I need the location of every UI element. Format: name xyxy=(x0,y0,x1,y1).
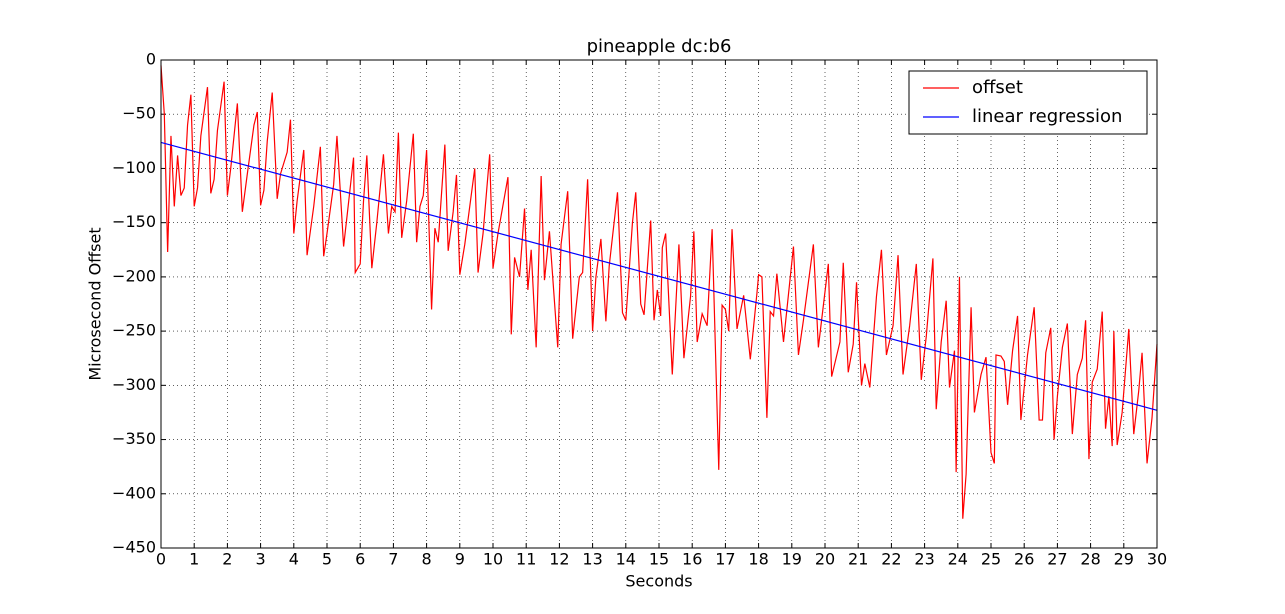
x-tick-label: 7 xyxy=(388,550,398,569)
x-tick-label: 1 xyxy=(189,550,199,569)
x-tick-label: 2 xyxy=(222,550,232,569)
x-tick-label: 5 xyxy=(322,550,332,569)
x-tick-label: 15 xyxy=(649,550,669,569)
x-tick-label: 8 xyxy=(422,550,432,569)
y-tick-label: −50 xyxy=(122,104,156,123)
x-tick-label: 11 xyxy=(516,550,536,569)
x-tick-label: 17 xyxy=(715,550,735,569)
x-tick-label: 27 xyxy=(1047,550,1067,569)
x-tick-label: 28 xyxy=(1080,550,1100,569)
x-tick-label: 21 xyxy=(848,550,868,569)
x-tick-label: 6 xyxy=(355,550,365,569)
x-tick-label: 29 xyxy=(1114,550,1134,569)
x-tick-label: 18 xyxy=(748,550,768,569)
x-tick-label: 30 xyxy=(1147,550,1167,569)
y-tick-label: −250 xyxy=(112,321,156,340)
series-line xyxy=(160,141,1158,411)
x-tick-label: 20 xyxy=(815,550,835,569)
x-tick-label: 19 xyxy=(782,550,802,569)
x-tick-label: 26 xyxy=(1014,550,1034,569)
x-axis-label: Seconds xyxy=(625,572,692,591)
x-tick-label: 0 xyxy=(156,550,166,569)
y-tick-label: 0 xyxy=(146,50,156,69)
x-tick-label: 25 xyxy=(981,550,1001,569)
x-tick-label: 23 xyxy=(914,550,934,569)
x-tick-label: 10 xyxy=(483,550,503,569)
legend-label: offset xyxy=(972,77,1023,98)
x-tick-label: 3 xyxy=(256,550,266,569)
x-tick-label: 16 xyxy=(682,550,702,569)
y-tick-label: −150 xyxy=(112,212,156,231)
x-tick-label: 22 xyxy=(881,550,901,569)
y-axis-label: Microsecond Offset xyxy=(86,227,105,380)
y-tick-label: −200 xyxy=(112,266,156,285)
x-tick-label: 12 xyxy=(549,550,569,569)
plot-frame xyxy=(160,59,1158,549)
y-tick-label: −100 xyxy=(112,158,156,177)
y-tick-label: −400 xyxy=(112,483,156,502)
y-tick-label: −300 xyxy=(112,375,156,394)
legend-label: linear regression xyxy=(972,106,1122,127)
legend-box xyxy=(908,70,1148,135)
series-line xyxy=(160,65,1158,519)
y-tick-label: −450 xyxy=(112,538,156,557)
x-tick-label: 24 xyxy=(948,550,968,569)
x-tick-label: 13 xyxy=(582,550,602,569)
chart-title: pineapple dc:b6 xyxy=(587,36,732,57)
x-tick-label: 14 xyxy=(616,550,636,569)
y-tick-label: −350 xyxy=(112,429,156,448)
x-tick-label: 9 xyxy=(455,550,465,569)
x-tick-label: 4 xyxy=(289,550,299,569)
